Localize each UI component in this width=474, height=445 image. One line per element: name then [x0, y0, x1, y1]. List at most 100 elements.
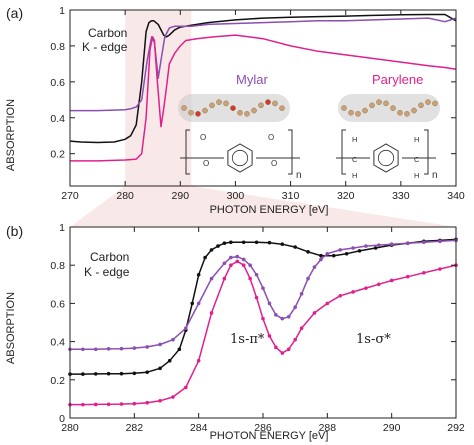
panel-a-annotation-line1: Carbon — [88, 26, 127, 40]
panel-b-purple-point — [196, 301, 201, 306]
panel-b-magenta-point — [293, 337, 297, 342]
panel-b-purple-point — [438, 239, 442, 244]
panel-b-magenta-point — [222, 276, 227, 281]
panel-b-purple-point — [377, 243, 381, 247]
panel-b-purple-point — [209, 276, 214, 281]
panel-b-xtick-label: 288 — [319, 422, 337, 434]
mylar-3d-model-atom — [181, 105, 187, 111]
panel-b-magenta-point — [106, 402, 111, 407]
panel-b-purple-point — [158, 342, 162, 347]
panel-b-black-point — [344, 251, 349, 256]
panel-b-black-point — [373, 246, 378, 250]
panel-b-purple-point — [389, 242, 394, 246]
panel-b-purple-line — [70, 239, 457, 350]
parylene-3d-model — [338, 94, 440, 122]
panel-b-magenta-point — [119, 402, 124, 406]
panel-b-purple-point — [145, 345, 149, 349]
panel-b: (b) 280 282 284 286 288 290 292 0 0.2 0.4 0.6 0.8 1… — [5, 222, 465, 442]
mylar-3d-model-atom — [202, 107, 208, 114]
mylar-3d-model-atom — [251, 107, 257, 114]
panel-b-purple-point — [422, 240, 426, 245]
panel-a-xtick-label: 270 — [61, 190, 79, 202]
parylene-left-bracket — [341, 129, 346, 175]
panel-b-magenta-point — [299, 326, 304, 331]
panel-b-purple-point — [286, 314, 291, 319]
panel-a-series — [69, 13, 457, 162]
panel-b-xtick-label: 290 — [383, 422, 401, 434]
panel-a-x-axis-label: PHOTON ENERGY [eV] — [210, 204, 329, 216]
panel-b-magenta-point — [248, 276, 252, 281]
sigma-star-peak-label: 1s-σ* — [356, 332, 391, 347]
panel-b-black-point — [306, 250, 310, 254]
parylene-left-atom: H — [352, 135, 357, 144]
panel-b-magenta-point — [235, 259, 240, 264]
panel-b-black-point — [145, 370, 149, 374]
panel-b-purple-point — [338, 248, 343, 252]
mylar-3d-model-atom — [237, 109, 243, 116]
panel-b-black-point — [177, 347, 182, 352]
panel-b-black-point — [81, 372, 85, 376]
panel-b-purple-point — [93, 347, 98, 352]
panel-b-xtick-label: 286 — [254, 422, 272, 434]
panel-b-purple-point — [261, 286, 265, 290]
panel-a-x-ticks: 270 280 290 300 310 320 330 340 — [61, 10, 465, 202]
panel-b-black-point — [319, 253, 323, 258]
panel-b-magenta-point — [338, 293, 343, 298]
panel-b-purple-point — [171, 337, 175, 342]
panel-b-purple-point — [351, 246, 355, 250]
mylar-label: Mylar — [236, 72, 268, 87]
parylene-3d-model-atom — [348, 109, 354, 116]
panel-b-purple-point — [235, 254, 240, 259]
panel-a-ytick-label: 0.8 — [50, 41, 65, 53]
panel-b-annotation-line1: Carbon — [90, 250, 129, 264]
panel-b-black-point — [190, 301, 195, 306]
mylar-3d-model-atom — [272, 100, 278, 107]
mylar-3d-model-atom — [244, 111, 250, 117]
mylar-left-bracket — [185, 129, 190, 175]
panel-b-black-point — [119, 371, 124, 376]
panel-b-black-point — [357, 249, 362, 253]
parylene-3d-model-atom — [376, 99, 382, 105]
panel-b-magenta-point — [81, 402, 85, 407]
panel-b-purple-point — [325, 251, 330, 256]
mylar-right-atom: O — [268, 133, 274, 142]
panel-b-xtick-label: 292 — [447, 422, 465, 434]
panel-b-ytick-label: 1 — [59, 222, 65, 234]
parylene-3d-model-atom — [383, 100, 389, 107]
parylene-right-atom: H — [414, 135, 419, 144]
panel-b-magenta-point — [145, 400, 149, 405]
parylene-right-atom: H — [414, 171, 419, 180]
parylene-right-bracket — [424, 129, 429, 175]
panel-a-ytick-label: 1 — [59, 5, 65, 17]
panel-a-label: (a) — [6, 5, 23, 21]
parylene-3d-model-atom — [390, 105, 396, 111]
panel-a-ytick-label: 0.4 — [50, 113, 65, 125]
panel-b-purple-point — [267, 301, 272, 306]
parylene-right-atom: C — [414, 155, 420, 164]
panel-b-magenta-point — [325, 301, 330, 306]
parylene-3d-model-atom — [362, 107, 368, 114]
pi-star-peak-label: 1s-π* — [230, 332, 265, 347]
panel-b-magenta-point — [254, 295, 259, 300]
parylene-3d-model-atom — [411, 107, 417, 114]
panel-b-black-point — [222, 241, 227, 246]
mylar-3d-model-atom — [188, 109, 194, 116]
mylar-3d-model-atom — [230, 105, 236, 111]
mylar-3d-model-atom — [195, 111, 201, 117]
mylar-3d-model — [178, 94, 290, 122]
zoom-region-highlight — [70, 10, 456, 227]
panel-b-ytick-label: 0.8 — [50, 260, 65, 272]
parylene-3d-model-atom — [355, 111, 361, 117]
mylar-right-bracket — [288, 129, 293, 175]
panel-b-xtick-label: 284 — [190, 422, 208, 434]
panel-b-label: (b) — [6, 223, 23, 239]
panel-b-magenta-point — [93, 402, 98, 407]
mylar-3d-model-atom — [279, 105, 285, 112]
panel-b-black-point — [280, 242, 285, 246]
parylene-3d-model-atom — [425, 99, 431, 105]
panel-b-magenta-point — [389, 278, 394, 283]
panel-b-magenta-point — [405, 274, 410, 279]
panel-b-purple-point — [119, 346, 124, 351]
